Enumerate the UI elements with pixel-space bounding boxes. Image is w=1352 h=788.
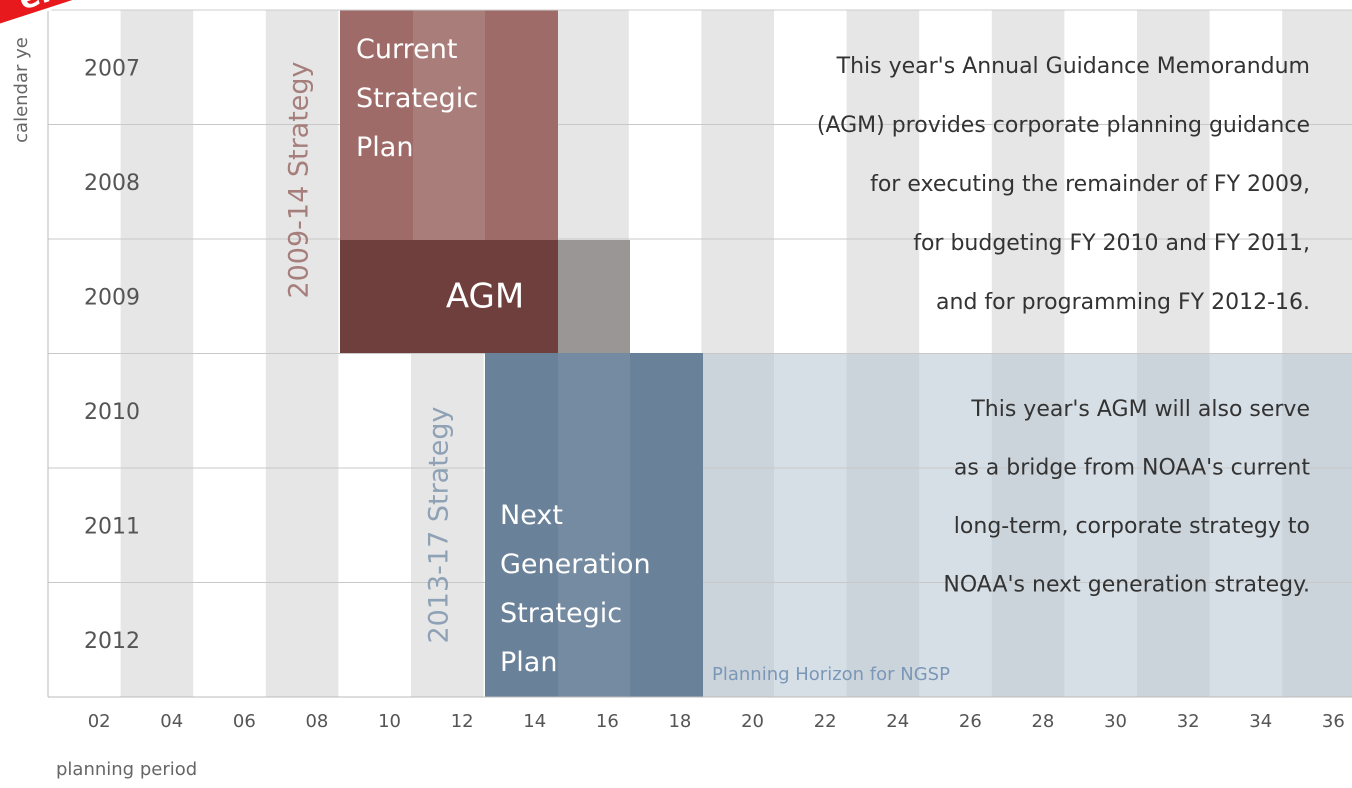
paragraph-line: as a bridge from NOAA's current [954, 456, 1311, 481]
y-tick-label: 2010 [84, 400, 140, 425]
paragraph-line: long-term, corporate strategy to [954, 514, 1310, 539]
horizon-label: Planning Horizon for NGSP [712, 664, 950, 685]
x-tick-label: 04 [160, 711, 183, 732]
next-plan-label: Next Generation Strategic Plan [500, 500, 651, 678]
x-tick-label: 06 [233, 711, 256, 732]
x-tick-label: 34 [1249, 711, 1272, 732]
x-tick-label: 10 [378, 711, 401, 732]
current-plan-block [340, 10, 558, 240]
x-tick-label: 14 [523, 711, 546, 732]
paragraph-line: NOAA's next generation strategy. [943, 573, 1310, 598]
x-tick-label: 12 [451, 711, 474, 732]
overlay [558, 353, 630, 697]
x-tick-label: 28 [1031, 711, 1054, 732]
x-tick-label: 02 [88, 711, 111, 732]
x-tick-label: 32 [1177, 711, 1200, 732]
x-tick-label: 18 [668, 711, 691, 732]
y-tick-label: 2009 [84, 285, 140, 310]
paragraph-line: This year's AGM will also serve [970, 397, 1310, 422]
paragraph-line: This year's Annual Guidance Memorandum [836, 54, 1310, 79]
badge: elop [0, 0, 110, 39]
current-plan-label: Current Strategic Plan [356, 34, 478, 163]
strategy-label: 2009-14 Strategy [284, 61, 315, 298]
paragraph-line: and for programming FY 2012-16. [936, 290, 1310, 315]
paragraph-line: for executing the remainder of FY 2009, [870, 172, 1310, 197]
agm-extension [558, 240, 630, 353]
planning-horizon [703, 353, 1352, 697]
y-tick-label: 2011 [84, 514, 140, 539]
x-tick-label: 16 [596, 711, 619, 732]
x-tick-label: 26 [959, 711, 982, 732]
paragraph-line: for budgeting FY 2010 and FY 2011, [913, 231, 1310, 256]
y-axis-label: calendar ye [11, 37, 32, 143]
badge-box [0, 0, 110, 39]
x-tick-label: 36 [1322, 711, 1345, 732]
x-tick-label: 08 [305, 711, 328, 732]
strategy-label: 2013-17 Strategy [424, 406, 455, 643]
y-tick-label: 2008 [84, 171, 140, 196]
paragraph-line: (AGM) provides corporate planning guidan… [817, 113, 1310, 138]
x-tick-label: 30 [1104, 711, 1127, 732]
y-tick-label: 2012 [84, 629, 140, 654]
x-tick-label: 24 [886, 711, 909, 732]
agm-label: AGM [446, 277, 524, 317]
x-axis-label: planning period [56, 759, 197, 780]
next-plan-block [485, 353, 703, 697]
overlay [413, 10, 485, 240]
y-tick-label: 2007 [84, 56, 140, 81]
agm-block [340, 240, 558, 353]
x-tick-label: 20 [741, 711, 764, 732]
x-tick-label: 22 [814, 711, 837, 732]
